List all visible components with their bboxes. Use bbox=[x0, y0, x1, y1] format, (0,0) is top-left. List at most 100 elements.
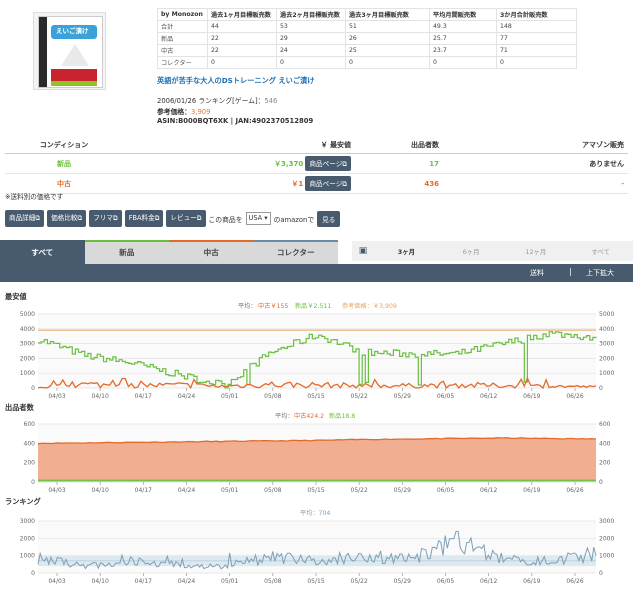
stats-col-header: 過去3ヶ月目標販売数 bbox=[345, 8, 430, 21]
calendar-icon[interactable]: ▣ bbox=[358, 246, 368, 256]
ref-price-value: 3,909 bbox=[190, 108, 211, 116]
x-tick-label: 04/10 bbox=[92, 393, 109, 400]
product-page-button[interactable]: 商品ページ⧉ bbox=[305, 176, 351, 191]
y-tick-label-right: 4000 bbox=[599, 326, 614, 333]
price-compare-button[interactable]: 価格比較⧉ bbox=[47, 210, 87, 227]
y-tick-label: 0 bbox=[31, 570, 35, 577]
product-page-button[interactable]: 商品ページ⧉ bbox=[305, 156, 351, 171]
sellers-legend-used: 中古424.2 bbox=[294, 412, 324, 420]
stats-col-header: 過去2ヶ月目標販売数 bbox=[276, 8, 346, 21]
vertical-zoom-toggle[interactable]: 上下拡大 bbox=[586, 269, 614, 277]
y-tick-label-right: 600 bbox=[599, 421, 611, 428]
asin-jan-line: ASIN:B000BQT6XK | JAN:4902370512809 bbox=[157, 117, 314, 125]
x-tick-label: 06/19 bbox=[523, 487, 540, 494]
product-image[interactable]: えいご漬け bbox=[33, 12, 106, 90]
x-tick-label: 04/03 bbox=[48, 393, 65, 400]
series-used-area bbox=[38, 437, 596, 482]
rank-chart-title: ランキング bbox=[5, 497, 41, 506]
price-new: ￥3,370 bbox=[274, 160, 304, 168]
tab-used[interactable]: 中古 bbox=[169, 240, 254, 264]
y-tick-label: 600 bbox=[24, 421, 36, 428]
cell: 53 bbox=[276, 20, 346, 33]
flea-market-button[interactable]: フリマ⧉ bbox=[89, 210, 122, 227]
y-tick-label: 400 bbox=[24, 440, 36, 447]
condition-tabs: すべて 新品 中古 コレクター bbox=[0, 240, 338, 264]
review-button[interactable]: レビュー⧉ bbox=[166, 210, 206, 227]
product-title-link[interactable]: 英語が苦手な大人のDSトレーニング えいご漬け bbox=[157, 76, 315, 85]
series-used-line bbox=[37, 437, 597, 445]
cell: 25.7 bbox=[429, 32, 497, 45]
x-tick-label: 04/17 bbox=[135, 487, 152, 494]
range-6m[interactable]: 6ヶ月 bbox=[462, 247, 480, 256]
y-tick-label-right: 0 bbox=[599, 570, 603, 577]
row-label: 新品 bbox=[157, 32, 208, 45]
range-all[interactable]: すべて bbox=[591, 247, 610, 256]
range-3m[interactable]: 3ヶ月 bbox=[397, 247, 415, 256]
x-tick-label: 05/15 bbox=[307, 578, 324, 585]
cell: 49.3 bbox=[429, 20, 497, 33]
x-tick-label: 06/26 bbox=[566, 393, 583, 400]
x-tick-label: 05/08 bbox=[264, 578, 281, 585]
series-rank-line bbox=[37, 530, 597, 570]
ref-price-label: 参考価格： bbox=[157, 108, 191, 116]
price-legend-used: 中古￥155 bbox=[258, 302, 288, 310]
product-detail-button[interactable]: 商品詳細⧉ bbox=[5, 210, 45, 227]
y-tick-label: 3000 bbox=[20, 341, 35, 348]
shipping-toggle[interactable]: 送料 bbox=[530, 269, 544, 277]
price-chart-title: 最安値 bbox=[5, 292, 27, 301]
y-tick-label-right: 1000 bbox=[599, 370, 614, 377]
table-row: 新品 22 29 26 25.7 77 bbox=[157, 32, 577, 45]
price-chart: 平均： 中古￥155 新品￥2,511 参考価格：￥3,909 0 0 1000 10… bbox=[20, 302, 615, 400]
series-used-line bbox=[37, 376, 597, 390]
x-tick-label: 06/05 bbox=[437, 487, 454, 494]
x-tick-label: 05/08 bbox=[264, 487, 281, 494]
range-selector: ▣ 3ヶ月 6ヶ月 12ヶ月 すべて bbox=[352, 241, 633, 261]
row-label: コレクター bbox=[157, 56, 208, 69]
tab-new[interactable]: 新品 bbox=[84, 240, 169, 264]
x-tick-label: 05/01 bbox=[221, 578, 238, 585]
toolbar-text-1: この商品を bbox=[208, 215, 243, 224]
country-select[interactable]: USA ▾ bbox=[245, 212, 271, 225]
range-12m[interactable]: 12ヶ月 bbox=[525, 247, 547, 256]
x-tick-label: 04/10 bbox=[92, 487, 109, 494]
tab-all[interactable]: すべて bbox=[0, 240, 85, 264]
action-toolbar: 商品詳細⧉ 価格比較⧉ フリマ⧉ FBA料金⧉ レビュー⧉ この商品を USA … bbox=[5, 210, 341, 227]
stats-col-header: 3か月合計販売数 bbox=[496, 8, 577, 21]
sellers-chart-title: 出品者数 bbox=[5, 403, 34, 412]
x-tick-label: 05/22 bbox=[351, 487, 368, 494]
cond-header: コンディション bbox=[5, 137, 123, 154]
x-tick-label: 05/01 bbox=[221, 487, 238, 494]
sellers-used: 436 bbox=[355, 173, 443, 194]
sales-stats-table: by Monozon 過去1ヶ月目標販売数 過去2ヶ月目標販売数 過去3ヶ月目標… bbox=[157, 8, 577, 69]
y-tick-label: 5000 bbox=[20, 311, 35, 318]
game-box-art bbox=[38, 16, 103, 88]
view-button[interactable]: 見る bbox=[317, 210, 341, 227]
y-tick-label-right: 1000 bbox=[599, 553, 614, 560]
price-legend-prefix: 平均： bbox=[238, 302, 257, 310]
y-tick-label: 4000 bbox=[20, 326, 35, 333]
box-triangle-graphic bbox=[61, 44, 89, 66]
sellers-chart: 平均： 中古424.2 新品18.8 0 0 200 200 400 400 600 600 0… bbox=[24, 412, 611, 494]
y-tick-label: 0 bbox=[31, 479, 35, 486]
box-title-banner bbox=[51, 25, 97, 39]
x-tick-label: 06/12 bbox=[480, 393, 497, 400]
x-tick-label: 04/03 bbox=[48, 487, 65, 494]
y-tick-label-right: 2000 bbox=[599, 535, 614, 542]
cell: 0 bbox=[276, 56, 346, 69]
fba-fee-button[interactable]: FBA料金⧉ bbox=[124, 210, 164, 227]
image-title: えいご漬け bbox=[56, 27, 89, 35]
sellers-header: 出品者数 bbox=[355, 137, 443, 154]
x-tick-label: 06/05 bbox=[437, 393, 454, 400]
shipping-note: ※送料別の価格です bbox=[5, 193, 64, 201]
tab-collector[interactable]: コレクター bbox=[253, 240, 338, 264]
price-header: ￥ 最安値 bbox=[123, 137, 355, 154]
x-tick-label: 04/24 bbox=[178, 487, 195, 494]
y-tick-label-right: 2000 bbox=[599, 355, 614, 362]
x-tick-label: 06/12 bbox=[480, 578, 497, 585]
x-tick-label: 05/29 bbox=[394, 393, 411, 400]
y-tick-label: 0 bbox=[31, 385, 35, 392]
sellers-legend-prefix: 平均： bbox=[275, 412, 294, 420]
cell: 77 bbox=[496, 32, 577, 45]
amazon-header: アマゾン販売 bbox=[443, 137, 628, 154]
y-tick-label-right: 3000 bbox=[599, 518, 614, 525]
